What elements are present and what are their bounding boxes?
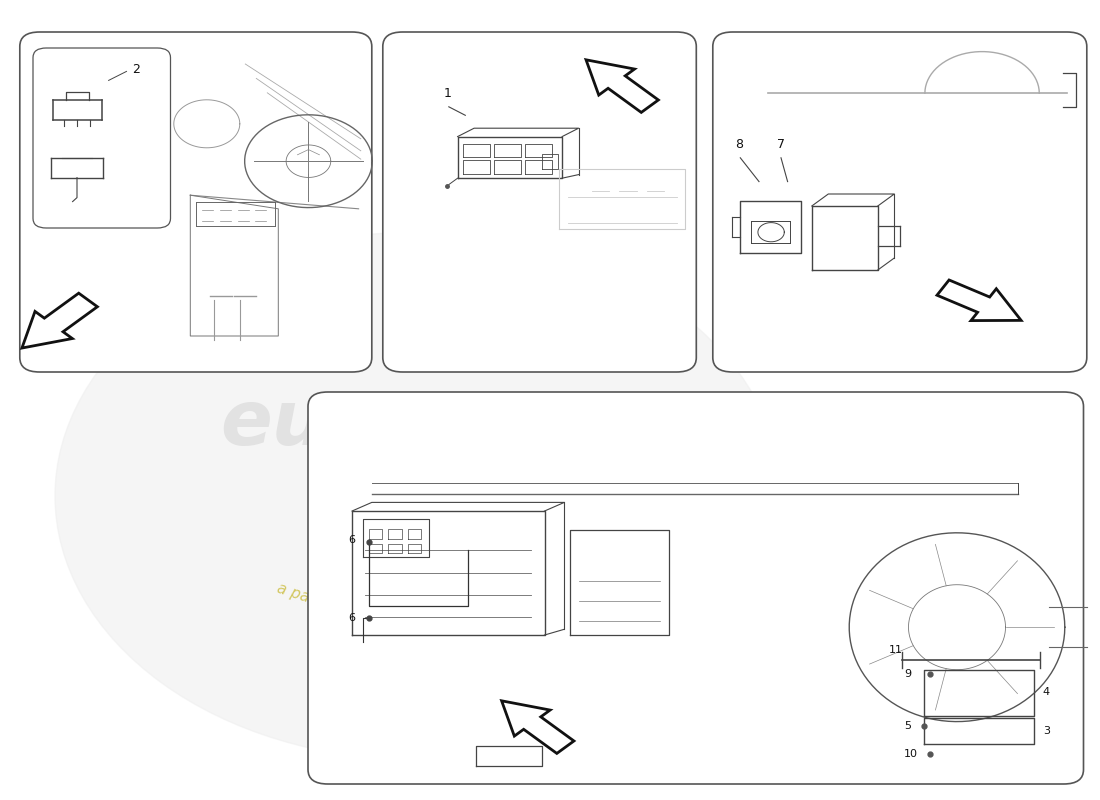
Polygon shape xyxy=(937,280,1021,321)
FancyBboxPatch shape xyxy=(33,48,170,228)
Text: 6: 6 xyxy=(349,613,355,623)
Text: 4: 4 xyxy=(1043,687,1049,697)
Text: 10: 10 xyxy=(904,749,918,758)
Text: 5: 5 xyxy=(904,722,911,731)
Text: europ: europ xyxy=(220,387,471,461)
Polygon shape xyxy=(586,60,659,113)
Text: 11: 11 xyxy=(889,645,903,654)
FancyBboxPatch shape xyxy=(308,392,1084,784)
Circle shape xyxy=(55,232,781,760)
Text: 6: 6 xyxy=(349,534,355,545)
Polygon shape xyxy=(502,701,574,754)
FancyBboxPatch shape xyxy=(713,32,1087,372)
Text: 9: 9 xyxy=(904,669,911,678)
Text: 7: 7 xyxy=(777,138,784,150)
Polygon shape xyxy=(22,293,98,348)
Text: a passion for parts since 1985: a passion for parts since 1985 xyxy=(275,581,499,667)
Text: 3: 3 xyxy=(1043,726,1049,736)
Text: 2: 2 xyxy=(132,63,140,76)
FancyBboxPatch shape xyxy=(20,32,372,372)
Text: 8: 8 xyxy=(735,138,743,150)
FancyBboxPatch shape xyxy=(383,32,696,372)
Text: 1: 1 xyxy=(443,86,451,100)
